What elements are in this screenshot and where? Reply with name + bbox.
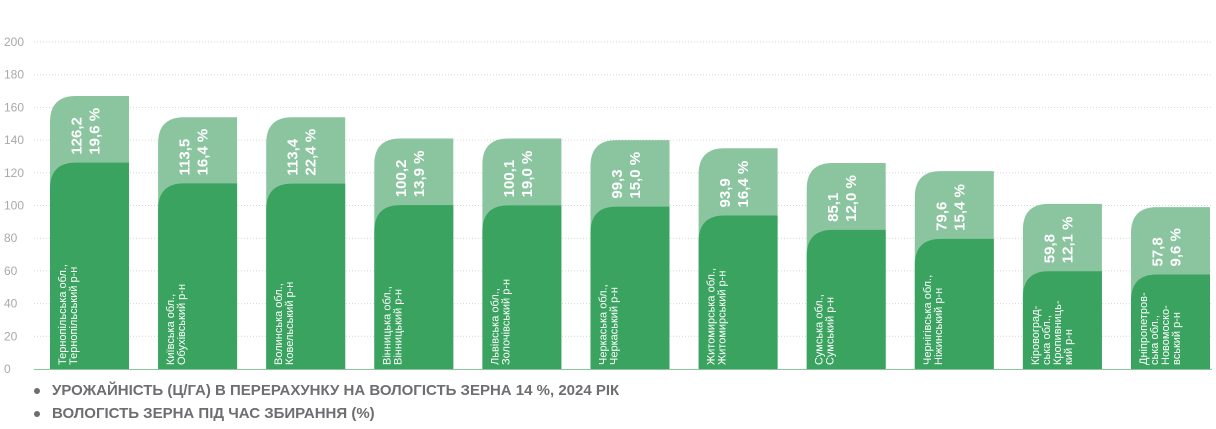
y-tick-label: 200 [4, 35, 24, 49]
data-label-yield: 57,8 [1150, 237, 1167, 266]
category-label: Житомирська обл., [706, 268, 718, 365]
bar-yield [158, 183, 238, 369]
bar-yield [590, 206, 670, 369]
data-label-yield: 100,2 [393, 160, 410, 198]
data-label-yield: 59,8 [1041, 234, 1058, 263]
y-tick-label: 0 [4, 362, 11, 376]
category-label: Золочівський р-н [500, 279, 512, 365]
category-label: Львівська обл., [489, 288, 501, 365]
data-label-yield: 85,1 [825, 193, 842, 222]
legend-label-yield: УРОЖАЙНІСТЬ (Ц/ГА) В ПЕРЕРАХУНКУ НА ВОЛО… [52, 382, 620, 399]
y-tick-label: 40 [4, 297, 18, 311]
data-label-moisture: 13,9 % [411, 150, 428, 197]
category-label: Волинська обл., [273, 283, 285, 365]
category-label: Тернопільський р-н [68, 267, 80, 365]
category-label: Дніпропетров- [1138, 292, 1150, 365]
bar-yield [806, 229, 886, 369]
legend-item-yield: УРОЖАЙНІСТЬ (Ц/ГА) В ПЕРЕРАХУНКУ НА ВОЛО… [34, 382, 619, 399]
y-tick-label: 140 [4, 133, 24, 147]
category-label: Черкаський р-н [609, 287, 621, 365]
category-label: Ковельський р-н [284, 282, 296, 365]
data-label-yield: 113,5 [177, 139, 194, 176]
category-label: Сумський р-н [825, 297, 837, 365]
data-label-moisture: 22,4 % [303, 129, 320, 176]
bar-yield [50, 162, 129, 369]
y-tick-label: 20 [4, 329, 18, 343]
category-label: Чернігівська обл., [922, 275, 934, 365]
bar-yield [482, 205, 562, 369]
category-label: ська обл., [1041, 315, 1053, 365]
y-tick-label: 80 [4, 231, 18, 245]
category-label: Житомирський р-н [717, 271, 729, 365]
data-label-moisture: 12,0 % [843, 175, 860, 222]
bar-yield [266, 183, 346, 369]
y-tick-label: 180 [4, 68, 24, 82]
data-label-moisture: 15,0 % [627, 152, 644, 199]
bar-yield [1022, 271, 1102, 369]
y-tick-label: 100 [4, 199, 24, 213]
data-label-moisture: 15,4 % [951, 184, 968, 231]
data-label-yield: 113,4 [285, 138, 302, 175]
category-label: Київська обл., [165, 294, 177, 365]
legend-bullet-icon [34, 387, 40, 394]
bar-yield [1131, 274, 1210, 369]
data-label-yield: 79,6 [933, 202, 950, 231]
y-tick-label: 60 [4, 264, 18, 278]
category-label: Черкаська обл., [598, 284, 610, 365]
legend-label-moisture: ВОЛОГІСТЬ ЗЕРНА ПІД ЧАС ЗБИРАННЯ (%) [52, 405, 375, 422]
category-label: Вінницький р-н [392, 289, 404, 365]
data-label-moisture: 16,4 % [195, 129, 212, 176]
category-label: Новомоско- [1160, 305, 1172, 365]
data-label-moisture: 19,0 % [519, 151, 536, 198]
category-label: Кіровоград- [1030, 305, 1042, 365]
category-label: Обухівський р-н [176, 284, 188, 365]
data-label-yield: 126,2 [69, 117, 86, 155]
data-label-yield: 99,3 [609, 169, 626, 198]
legend-bullet-icon [34, 410, 40, 417]
data-label-moisture: 16,4 % [735, 161, 752, 208]
category-label: вський р-н [1171, 312, 1183, 365]
category-label: Кропивниць- [1052, 300, 1064, 365]
bar-yield [374, 205, 454, 369]
category-label: Сумська обл., [814, 294, 826, 365]
data-label-yield: 100,1 [501, 160, 518, 198]
y-tick-label: 160 [4, 100, 24, 114]
category-label: Тернопільська обл., [57, 264, 69, 365]
bar-yield [698, 215, 778, 369]
data-label-moisture: 9,6 % [1168, 228, 1185, 266]
y-tick-label: 120 [4, 166, 24, 180]
data-label-yield: 93,9 [717, 178, 734, 207]
chart-canvas: 0 20 40 60 80 100 120 140 160 180 200 126,2 19,6 % Те… [4, 35, 1212, 376]
category-label: Вінницька обл., [381, 286, 393, 365]
category-label: ська обл., [1149, 315, 1161, 365]
bar-yield [914, 238, 994, 369]
data-label-moisture: 12,1 % [1059, 217, 1076, 264]
category-label: кий р-н [1063, 329, 1075, 365]
category-label: Ніжинський р-н [933, 288, 945, 365]
legend-item-moisture: ВОЛОГІСТЬ ЗЕРНА ПІД ЧАС ЗБИРАННЯ (%) [34, 405, 375, 422]
data-label-moisture: 19,6 % [87, 108, 104, 155]
